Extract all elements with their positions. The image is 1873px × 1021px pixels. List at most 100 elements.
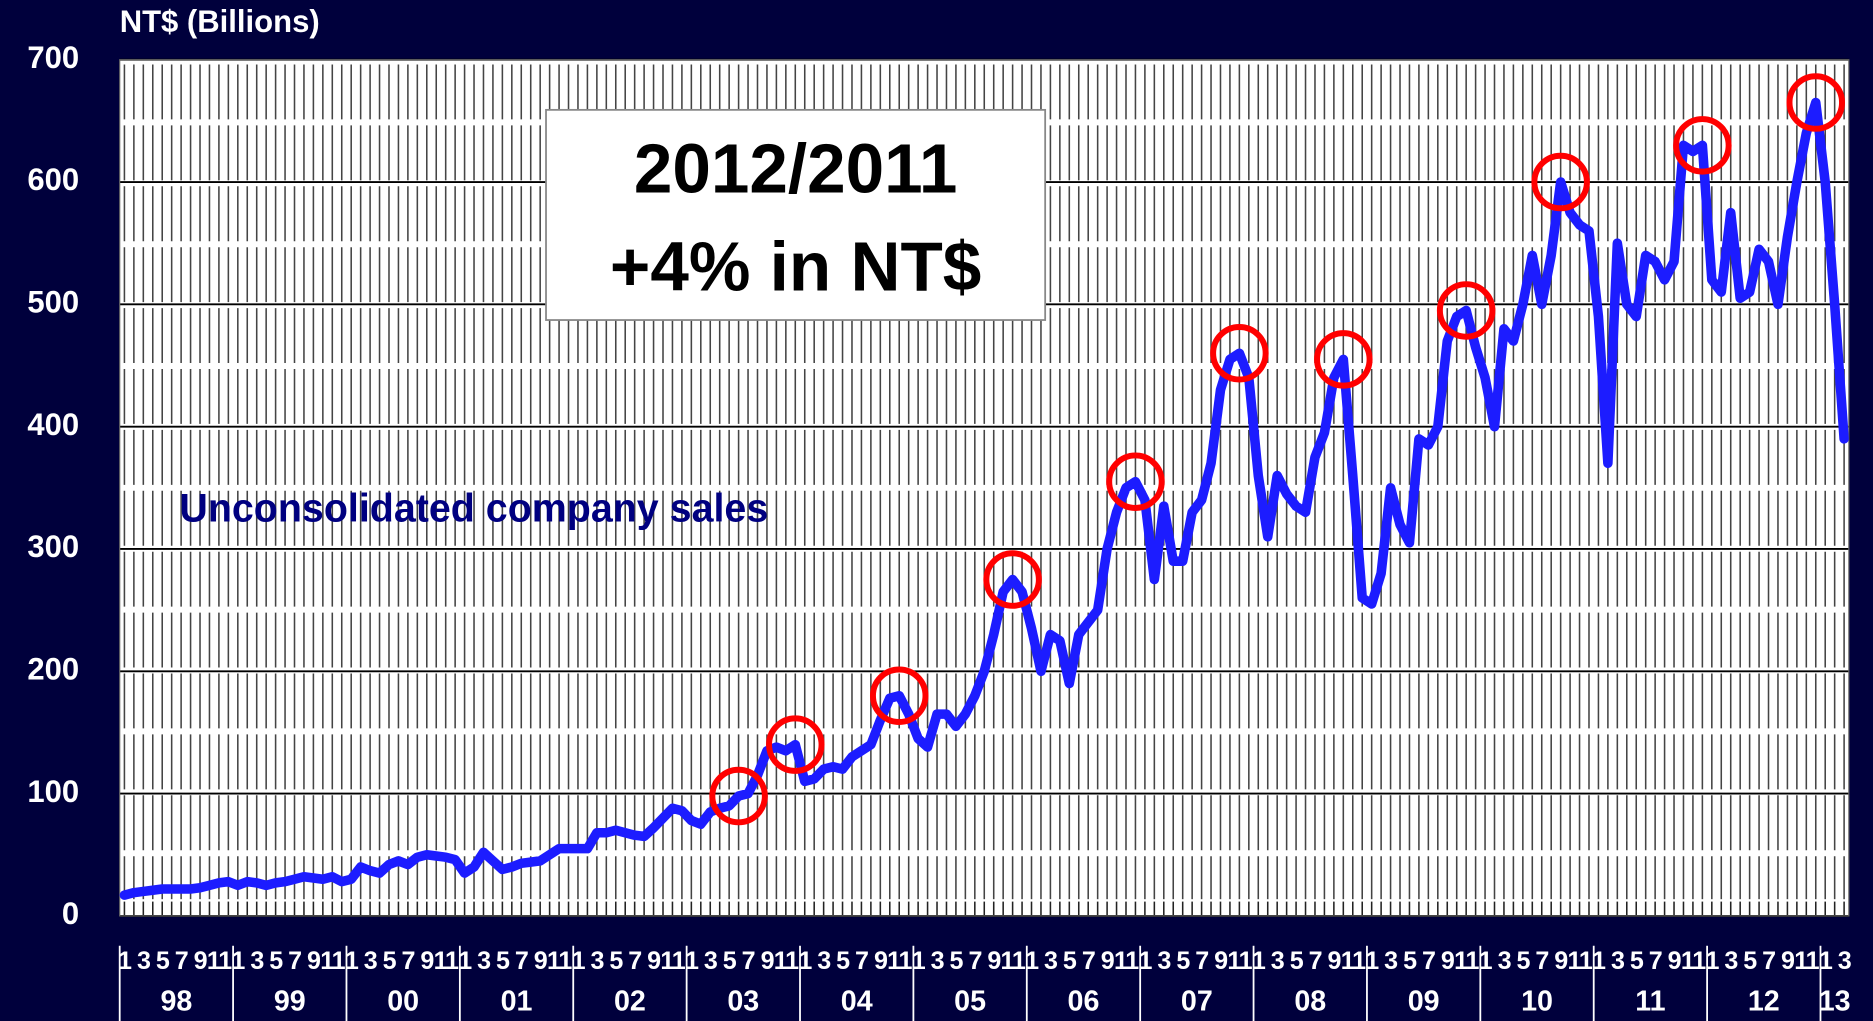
highlight-circle — [1673, 116, 1732, 175]
x-tick-label: 11 — [660, 947, 685, 975]
x-tick-label: 7 — [402, 947, 415, 975]
highlight-circle — [1314, 330, 1373, 389]
x-tick-label: 9 — [647, 947, 661, 975]
x-tick-label: 3 — [250, 947, 264, 975]
x-tick-label: 9 — [874, 947, 888, 975]
annotation-box — [545, 108, 1047, 321]
x-tick-label: 5 — [156, 947, 170, 975]
x-tick-label: 11 — [1454, 947, 1479, 975]
x-tick-label: 11 — [1001, 947, 1026, 975]
x-tick-label: 11 — [1681, 947, 1706, 975]
x-tick-label: 5 — [1630, 947, 1644, 975]
x-tick-label: 1 — [572, 947, 586, 975]
x-tick-label: 9 — [1554, 947, 1568, 975]
x-tick-label: 1 — [458, 947, 472, 975]
x-tick-label: 7 — [288, 947, 301, 975]
x-tick-label: 11 — [887, 947, 912, 975]
plot-border — [119, 59, 1850, 917]
year-label: 05 — [954, 986, 986, 1018]
x-tick-label: 11 — [1567, 947, 1592, 975]
x-tick-label: 11 — [1794, 947, 1819, 975]
x-tick-label: 1 — [231, 947, 245, 975]
x-tick-label: 5 — [1743, 947, 1757, 975]
x-tick-label: 1 — [1819, 947, 1833, 975]
x-tick-label: 7 — [1649, 947, 1662, 975]
x-tick-label: 1 — [1592, 947, 1606, 975]
x-tick-label: 5 — [1063, 947, 1077, 975]
y-tick-label: 100 — [27, 774, 79, 809]
year-label: 11 — [1635, 986, 1665, 1018]
x-tick-label: 5 — [269, 947, 283, 975]
year-label: 02 — [614, 986, 646, 1018]
x-tick-label: 11 — [774, 947, 799, 975]
x-tick-label: 5 — [383, 947, 397, 975]
x-tick-label: 7 — [968, 947, 981, 975]
y-tick-label: 200 — [27, 651, 79, 686]
x-tick-label: 11 — [207, 947, 232, 975]
marks — [119, 73, 1849, 900]
x-tick-label: 3 — [1384, 947, 1398, 975]
x-tick-label: 9 — [987, 947, 1001, 975]
x-tick-label: 1 — [1025, 947, 1039, 975]
x-tick-label: 5 — [950, 947, 964, 975]
x-tick-label: 5 — [1290, 947, 1304, 975]
highlight-circle — [1786, 73, 1846, 132]
x-tick-label: 11 — [320, 947, 345, 975]
x-tick-label: 11 — [1227, 947, 1252, 975]
year-label: 07 — [1181, 986, 1213, 1018]
y-tick-label: 300 — [27, 529, 79, 564]
x-tick-label: 1 — [1365, 947, 1379, 975]
x-tick-label: 7 — [742, 947, 755, 975]
year-label: 99 — [274, 986, 306, 1018]
x-tick-label: 3 — [477, 947, 491, 975]
x-tick-label: 9 — [307, 947, 321, 975]
highlight-circle — [869, 666, 929, 726]
x-tick-label: 11 — [1341, 947, 1366, 975]
x-tick-label: 7 — [1082, 947, 1095, 975]
x-tick-label: 9 — [1214, 947, 1228, 975]
x-tick-label: 7 — [1195, 947, 1208, 975]
year-label: 13 — [1819, 986, 1851, 1018]
x-tick-label: 3 — [704, 947, 718, 975]
highlight-circle — [1210, 324, 1269, 383]
year-label: 10 — [1521, 986, 1553, 1018]
x-tick-label: 7 — [855, 947, 868, 975]
x-tick-label: 7 — [1535, 947, 1548, 975]
x-tick-label: 1 — [912, 947, 926, 975]
x-tick-label: 3 — [1271, 947, 1285, 975]
year-label: 06 — [1068, 986, 1100, 1018]
y-tick-label: 400 — [27, 407, 79, 442]
x-tick-label: 1 — [118, 947, 132, 975]
x-tick-label: 3 — [137, 947, 151, 975]
year-label: 04 — [841, 986, 873, 1018]
x-tick-label: 9 — [534, 947, 548, 975]
x-tick-label: 5 — [723, 947, 737, 975]
annotation-text: +4% in NT$ — [610, 228, 981, 306]
x-tick-label: 3 — [1498, 947, 1512, 975]
x-tick-label: 3 — [1724, 947, 1738, 975]
x-tick-label: 9 — [1668, 947, 1682, 975]
year-label: 12 — [1748, 986, 1780, 1018]
year-label: 09 — [1408, 986, 1440, 1018]
x-tick-label: 7 — [1309, 947, 1322, 975]
series-label: Unconsolidated company sales — [179, 487, 768, 531]
x-tick-label: 9 — [194, 947, 208, 975]
highlight-circle — [1436, 281, 1496, 340]
x-tick-label: 5 — [1516, 947, 1530, 975]
highlight-circle — [983, 550, 1042, 609]
x-tick-label: 1 — [685, 947, 699, 975]
y-tick-label: 500 — [27, 285, 79, 320]
x-tick-label: 7 — [1762, 947, 1775, 975]
x-tick-label: 7 — [175, 947, 188, 975]
x-tick-label: 1 — [798, 947, 812, 975]
x-tick-label: 5 — [1176, 947, 1190, 975]
x-tick-label: 1 — [1139, 947, 1153, 975]
x-tick-label: 1 — [1252, 947, 1266, 975]
highlight-circle — [1106, 452, 1165, 511]
x-tick-label: 3 — [931, 947, 945, 975]
year-label: 00 — [387, 986, 419, 1018]
x-tick-label: 5 — [496, 947, 510, 975]
